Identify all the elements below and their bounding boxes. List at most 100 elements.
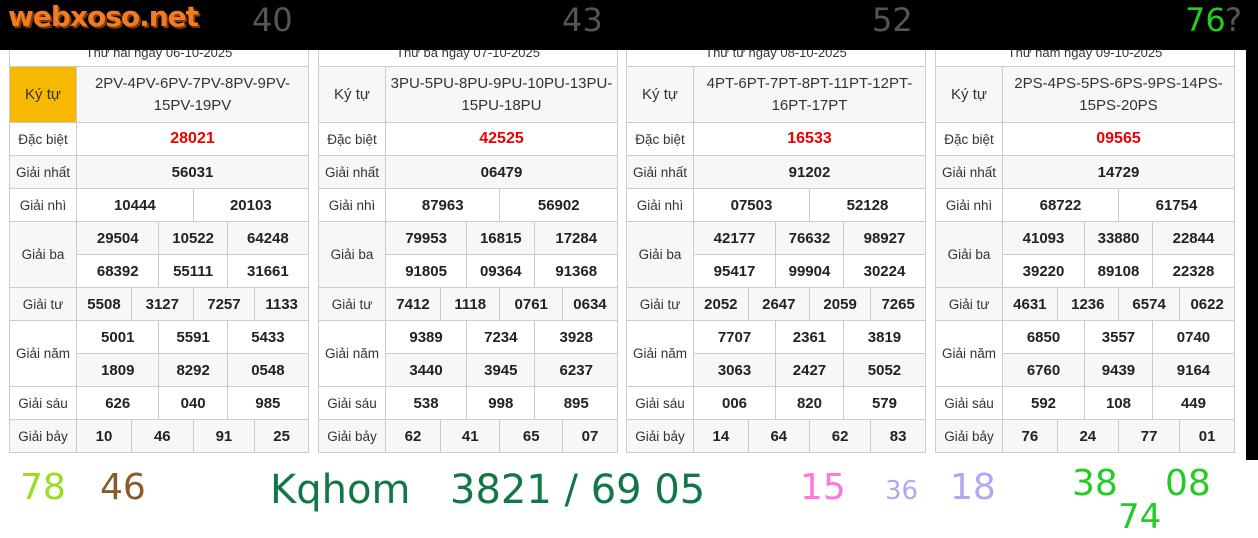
prize-number: 14 xyxy=(693,419,749,453)
handwritten-annotation: 36 xyxy=(885,476,919,506)
prize-number: 42177 xyxy=(693,221,776,255)
prize-label: Giải ba xyxy=(9,221,77,288)
prize-number: 7234 xyxy=(466,320,536,354)
prize-row: Đặc biệt 42525 xyxy=(318,122,618,156)
prize-number: 87963 xyxy=(384,188,501,222)
prize-number: 9164 xyxy=(1151,353,1236,387)
prize-row: 1809 8292 0548 xyxy=(10,353,310,387)
prize-number: 39220 xyxy=(1002,254,1085,288)
prize-label: Giải nhất xyxy=(9,155,77,189)
prize-label: Giải bảy xyxy=(626,419,694,453)
handwritten-annotation: Kqhom xyxy=(270,467,411,513)
prize-label: Giải nhì xyxy=(626,188,694,222)
prize-number: 5001 xyxy=(75,320,160,354)
prize-number: 09364 xyxy=(466,254,536,288)
prize-number: 0548 xyxy=(226,353,310,387)
prize-label: Giải tư xyxy=(935,287,1003,321)
prize-number: 7707 xyxy=(693,320,776,354)
prize-row: 91805 09364 91368 xyxy=(319,254,618,288)
handwritten-annotation: 38 xyxy=(1072,463,1118,504)
prize-number: 07 xyxy=(561,419,619,453)
prize-row: Giải nhất 06479 xyxy=(318,155,618,189)
prize-row: Giải nhì 07503 52128 xyxy=(626,188,927,222)
prize-number: 1133 xyxy=(254,287,309,321)
prize-label: Giải năm xyxy=(9,320,77,387)
prize-number: 0634 xyxy=(561,287,619,321)
prize-number: 895 xyxy=(534,386,618,420)
prize-label: Giải sáu xyxy=(935,386,1003,420)
prize-number: 06479 xyxy=(385,155,618,189)
prize-number: 95417 xyxy=(693,254,776,288)
row-label: Ký tự xyxy=(9,66,77,123)
prize-label: Giải tư xyxy=(626,287,694,321)
kytu-row: Ký tự 4PT-6PT-7PT-8PT-11PT-12PT-16PT-17PT xyxy=(626,66,926,123)
prize-number: 83 xyxy=(870,419,926,453)
results-table: Thứ ba ngày 07-10-2025 Ký tự 3PU-5PU-8PU-9… xyxy=(318,38,619,453)
prize-number: 5591 xyxy=(158,320,228,354)
prize-number: 0740 xyxy=(1151,320,1236,354)
prize-label: Giải nhì xyxy=(318,188,386,222)
kytu-value: 3PU-5PU-8PU-9PU-10PU-13PU-15PU-18PU xyxy=(385,66,618,123)
prize-number: 22844 xyxy=(1151,221,1236,255)
prize-row: Giải năm 7707 2361 3819 xyxy=(626,320,927,387)
prize-number: 98927 xyxy=(842,221,927,255)
prize-number: 56031 xyxy=(76,155,309,189)
prize-number: 25 xyxy=(254,419,309,453)
prize-number: 626 xyxy=(75,386,160,420)
prize-number: 2647 xyxy=(747,287,810,321)
prize-label: Giải bảy xyxy=(318,419,386,453)
prize-label: Giải sáu xyxy=(626,386,694,420)
prize-number: 3819 xyxy=(842,320,927,354)
prize-number: 2427 xyxy=(775,353,844,387)
prize-row: Đặc biệt 16533 xyxy=(626,122,926,156)
prize-row: Giải nhất 14729 xyxy=(935,155,1235,189)
prize-row: Giải bảy 76 24 77 01 xyxy=(935,419,1235,453)
prize-number: 3127 xyxy=(130,287,194,321)
prize-label: Giải ba xyxy=(935,221,1003,288)
prize-row: Đặc biệt 28021 xyxy=(9,122,309,156)
row-label: Ký tự xyxy=(318,66,386,123)
prize-number: 7412 xyxy=(385,287,441,321)
prize-row: Đặc biệt 09565 xyxy=(935,122,1235,156)
prize-row: Giải ba 42177 76632 98927 xyxy=(626,221,927,288)
prize-number: 41093 xyxy=(1002,221,1085,255)
prize-number: 5508 xyxy=(76,287,132,321)
prize-label: Giải sáu xyxy=(318,386,386,420)
prize-number: 1118 xyxy=(439,287,501,321)
kytu-row: Ký tự 2PV-4PV-6PV-7PV-8PV-9PV-15PV-19PV xyxy=(9,66,309,123)
prize-number: 62 xyxy=(385,419,441,453)
prize-number: 108 xyxy=(1084,386,1153,420)
prize-number: 68392 xyxy=(75,254,160,288)
prize-row: Giải ba 29504 10522 64248 xyxy=(9,221,310,288)
prize-number: 14729 xyxy=(1002,155,1235,189)
prize-row: Giải năm 9389 7234 3928 xyxy=(318,320,618,387)
prize-number: 41 xyxy=(439,419,501,453)
prize-number: 1236 xyxy=(1056,287,1119,321)
prize-number: 9389 xyxy=(384,320,468,354)
prize-number: 76 xyxy=(1002,419,1058,453)
prize-number: 10522 xyxy=(158,221,228,255)
prize-number: 2059 xyxy=(808,287,872,321)
prize-number: 76632 xyxy=(775,221,844,255)
handwritten-annotation: 08 xyxy=(1165,463,1211,504)
prize-number: 040 xyxy=(158,386,228,420)
prize-label: Giải tư xyxy=(318,287,386,321)
handwritten-annotation: 18 xyxy=(950,467,996,508)
prize-number: 31661 xyxy=(226,254,310,288)
row-label: Ký tự xyxy=(935,66,1003,123)
kytu-row: Ký tự 2PS-4PS-5PS-6PS-9PS-14PS-15PS-20PS xyxy=(935,66,1235,123)
right-black-bar xyxy=(1246,0,1258,460)
prize-row: Giải bảy 62 41 65 07 xyxy=(318,419,619,453)
kytu-value: 4PT-6PT-7PT-8PT-11PT-12PT-16PT-17PT xyxy=(693,66,926,123)
handwritten-annotation: 74 xyxy=(1118,497,1162,537)
prize-number: 3557 xyxy=(1084,320,1153,354)
prize-number: 55111 xyxy=(158,254,228,288)
prize-number: 24 xyxy=(1056,419,1119,453)
prize-row: 3440 3945 6237 xyxy=(319,353,618,387)
prize-row: Giải nhì 10444 20103 xyxy=(9,188,310,222)
results-table: Thứ tư ngày 08-10-2025 Ký tự 4PT-6PT-7PT-8… xyxy=(626,38,927,453)
prize-number: 538 xyxy=(384,386,468,420)
prize-number: 2052 xyxy=(693,287,749,321)
prize-number: 68722 xyxy=(1002,188,1119,222)
prize-number: 985 xyxy=(226,386,310,420)
